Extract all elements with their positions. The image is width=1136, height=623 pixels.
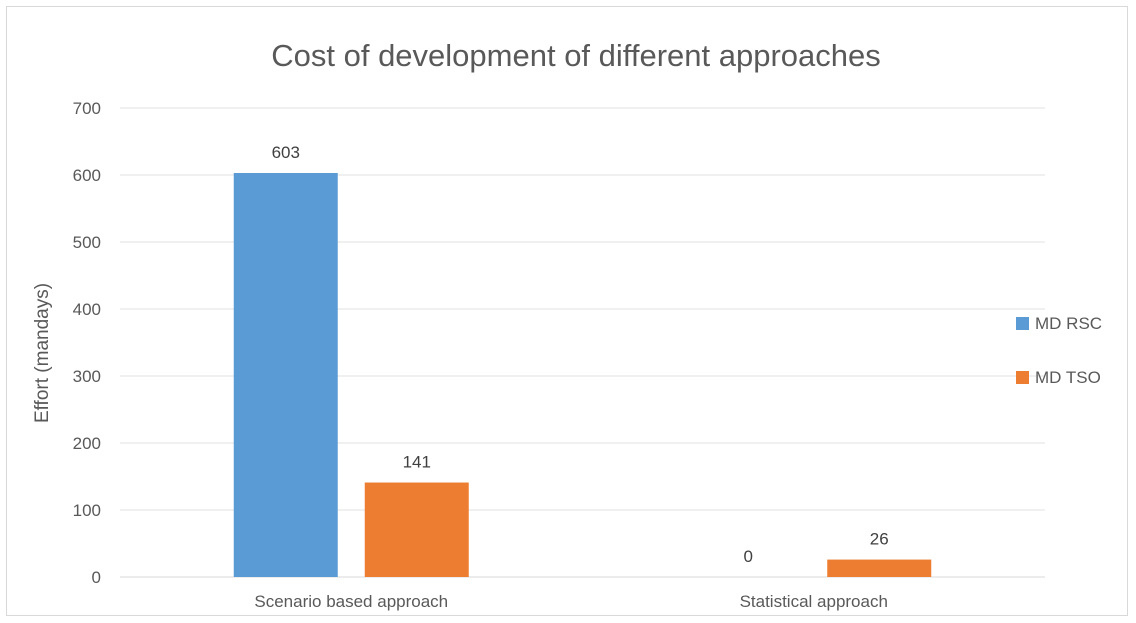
y-tick-label: 200 xyxy=(73,434,101,453)
data-labels: 603 141 0 26 xyxy=(272,143,889,566)
data-label: 0 xyxy=(744,547,753,566)
legend-label: MD TSO xyxy=(1035,368,1101,387)
bar xyxy=(364,482,469,577)
legend-label: MD RSC xyxy=(1035,314,1102,333)
x-tick-label: Scenario based approach xyxy=(254,592,448,611)
y-axis-label: Effort (mandays) xyxy=(32,283,53,423)
legend-swatch xyxy=(1016,317,1029,330)
bar xyxy=(233,172,338,578)
x-axis-ticks: Scenario based approach Statistical appro… xyxy=(254,592,888,611)
legend: MD RSC MD TSO xyxy=(1016,314,1102,387)
y-tick-label: 700 xyxy=(73,99,101,118)
y-tick-label: 500 xyxy=(73,233,101,252)
bar xyxy=(827,559,932,577)
data-label: 603 xyxy=(272,143,300,162)
data-label: 141 xyxy=(403,453,431,472)
y-tick-label: 300 xyxy=(73,367,101,386)
bars xyxy=(233,172,932,578)
chart-title: Cost of development of different approac… xyxy=(271,38,880,73)
y-tick-label: 100 xyxy=(73,501,101,520)
data-label: 26 xyxy=(870,530,889,549)
y-tick-label: 400 xyxy=(73,300,101,319)
y-tick-label: 600 xyxy=(73,166,101,185)
y-tick-label: 0 xyxy=(92,568,101,587)
legend-swatch xyxy=(1016,371,1029,384)
x-tick-label: Statistical approach xyxy=(740,592,888,611)
y-axis-ticks: 0 100 200 300 400 500 600 700 xyxy=(73,99,101,587)
